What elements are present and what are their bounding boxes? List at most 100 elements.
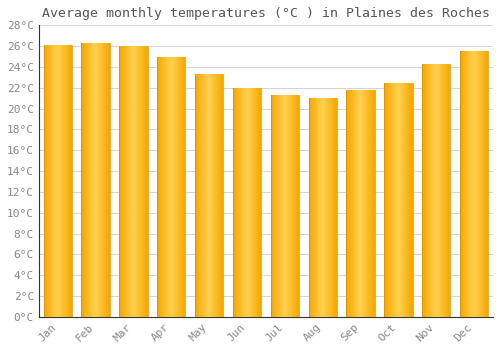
Bar — [132, 46, 134, 317]
Bar — [244, 88, 245, 317]
Bar — [259, 88, 260, 317]
Bar — [294, 95, 295, 317]
Bar — [320, 98, 322, 317]
Bar — [436, 64, 437, 317]
Bar — [349, 90, 350, 317]
Bar — [119, 46, 120, 317]
Bar — [405, 83, 406, 317]
Bar — [44, 45, 45, 317]
Bar — [352, 90, 353, 317]
Bar — [252, 88, 254, 317]
Bar — [350, 90, 352, 317]
Bar — [167, 56, 168, 317]
Bar — [465, 51, 466, 317]
Bar — [332, 98, 334, 317]
Bar — [127, 46, 128, 317]
Bar — [212, 74, 214, 317]
Bar — [181, 56, 182, 317]
Bar — [398, 83, 399, 317]
Bar — [199, 74, 200, 317]
Bar — [170, 56, 172, 317]
Bar — [438, 64, 439, 317]
Bar — [97, 43, 98, 317]
Bar — [426, 64, 427, 317]
Bar — [246, 88, 247, 317]
Bar — [48, 45, 49, 317]
Bar — [435, 64, 436, 317]
Bar — [464, 51, 465, 317]
Bar — [387, 83, 388, 317]
Bar — [328, 98, 329, 317]
Bar — [47, 45, 48, 317]
Bar — [53, 45, 54, 317]
Bar — [62, 45, 64, 317]
Bar — [348, 90, 349, 317]
Bar — [276, 95, 277, 317]
Bar — [298, 95, 299, 317]
Bar — [316, 98, 317, 317]
Bar — [50, 45, 51, 317]
Bar — [335, 98, 336, 317]
Bar — [237, 88, 238, 317]
Bar — [255, 88, 256, 317]
Bar — [358, 90, 359, 317]
Bar — [138, 46, 139, 317]
Bar — [428, 64, 429, 317]
Bar — [359, 90, 360, 317]
Bar — [374, 90, 375, 317]
Bar — [362, 90, 364, 317]
Bar — [295, 95, 296, 317]
Bar — [360, 90, 362, 317]
Bar — [219, 74, 220, 317]
Bar — [319, 98, 320, 317]
Bar — [178, 56, 179, 317]
Bar — [207, 74, 208, 317]
Bar — [172, 56, 174, 317]
Bar — [470, 51, 472, 317]
Bar — [289, 95, 290, 317]
Bar — [476, 51, 477, 317]
Bar — [141, 46, 142, 317]
Bar — [218, 74, 219, 317]
Bar — [371, 90, 372, 317]
Bar — [310, 98, 312, 317]
Bar — [206, 74, 207, 317]
Bar — [158, 56, 159, 317]
Bar — [147, 46, 148, 317]
Bar — [217, 74, 218, 317]
Bar — [446, 64, 447, 317]
Bar — [432, 64, 434, 317]
Bar — [106, 43, 107, 317]
Bar — [245, 88, 246, 317]
Bar — [256, 88, 257, 317]
Bar — [99, 43, 100, 317]
Bar — [234, 88, 235, 317]
Bar — [59, 45, 60, 317]
Bar — [144, 46, 145, 317]
Bar — [430, 64, 432, 317]
Bar — [331, 98, 332, 317]
Bar — [386, 83, 387, 317]
Bar — [279, 95, 280, 317]
Bar — [394, 83, 395, 317]
Bar — [368, 90, 369, 317]
Bar — [205, 74, 206, 317]
Bar — [168, 56, 169, 317]
Bar — [274, 95, 275, 317]
Bar — [487, 51, 488, 317]
Bar — [123, 46, 124, 317]
Bar — [385, 83, 386, 317]
Bar — [273, 95, 274, 317]
Bar — [175, 56, 176, 317]
Bar — [100, 43, 102, 317]
Bar — [481, 51, 482, 317]
Bar — [196, 74, 197, 317]
Bar — [67, 45, 68, 317]
Bar — [479, 51, 480, 317]
Bar — [250, 88, 252, 317]
Bar — [275, 95, 276, 317]
Bar — [60, 45, 62, 317]
Bar — [84, 43, 85, 317]
Bar — [388, 83, 389, 317]
Bar — [52, 45, 53, 317]
